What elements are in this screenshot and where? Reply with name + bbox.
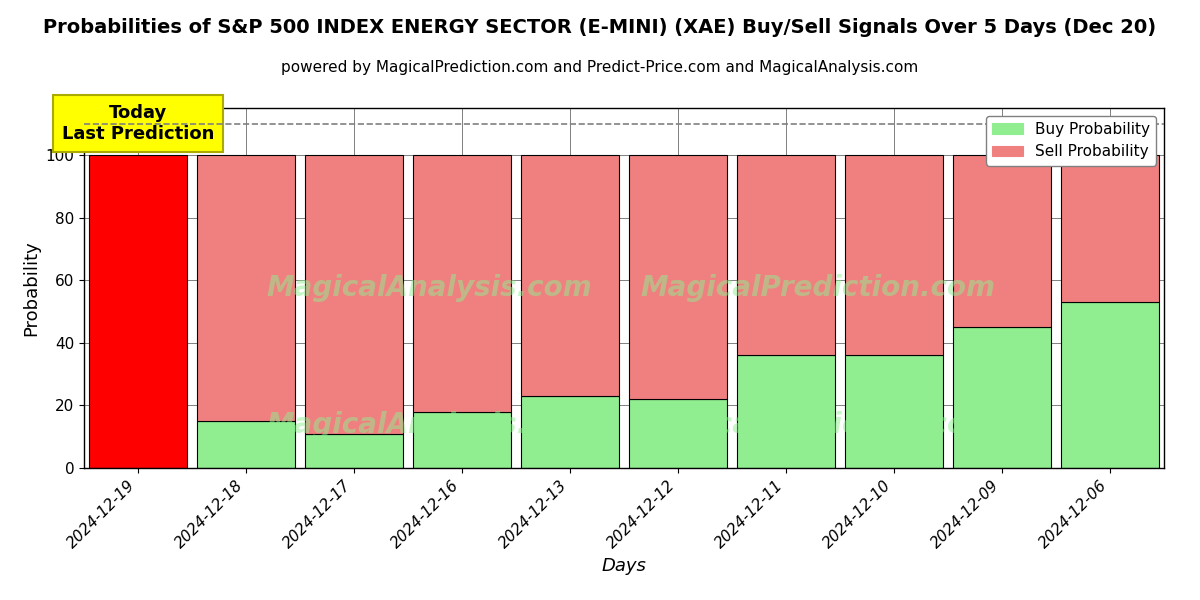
Bar (1062, 302, 1159, 468)
Text: powered by MagicalPrediction.com and Predict-Price.com and MagicalAnalysis.com: powered by MagicalPrediction.com and Pre… (281, 60, 919, 75)
Text: MagicalPrediction.com: MagicalPrediction.com (641, 411, 996, 439)
Bar (305, 155, 403, 434)
Bar (737, 355, 835, 468)
Bar (953, 327, 1051, 468)
Legend: Buy Probability, Sell Probability: Buy Probability, Sell Probability (986, 116, 1157, 166)
Text: Probabilities of S&P 500 INDEX ENERGY SECTOR (E-MINI) (XAE) Buy/Sell Signals Ove: Probabilities of S&P 500 INDEX ENERGY SE… (43, 18, 1157, 37)
Bar (953, 155, 1051, 327)
Text: MagicalPrediction.com: MagicalPrediction.com (641, 274, 996, 302)
Bar (197, 421, 295, 468)
Bar (305, 434, 403, 468)
Y-axis label: Probability: Probability (22, 240, 40, 336)
Bar (629, 155, 727, 399)
Bar (521, 396, 619, 468)
Bar (413, 412, 511, 468)
Bar (629, 399, 727, 468)
Text: Today
Last Prediction: Today Last Prediction (62, 104, 214, 143)
Bar (1062, 155, 1159, 302)
Bar (845, 155, 943, 355)
Bar (737, 155, 835, 355)
Bar (521, 155, 619, 396)
X-axis label: Days: Days (601, 557, 647, 575)
Text: MagicalAnalysis.com: MagicalAnalysis.com (266, 274, 593, 302)
Text: MagicalAnalysis.com: MagicalAnalysis.com (266, 411, 593, 439)
Bar (197, 155, 295, 421)
Bar (845, 355, 943, 468)
Bar (90, 155, 187, 468)
Bar (413, 155, 511, 412)
